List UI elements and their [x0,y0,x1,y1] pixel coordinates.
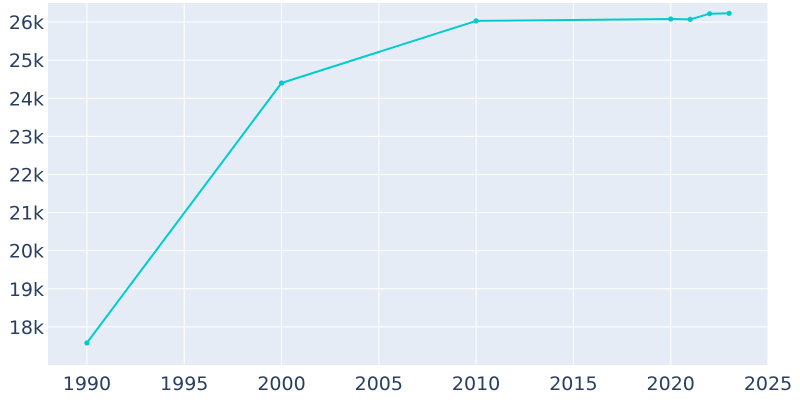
data-point [84,340,90,346]
x-axis: 1990 1995 2000 2005 2010 2015 2020 2025 [63,373,792,395]
y-tick-label: 21k [9,203,44,225]
y-tick-label: 18k [9,317,44,339]
y-axis: 18k 19k 20k 21k 22k 23k 24k 25k 26k [9,12,44,339]
y-tick-label: 22k [9,164,44,186]
data-point [726,10,732,16]
grid-lines [48,3,769,365]
x-tick-label: 2000 [257,373,305,395]
plot-background [48,3,768,365]
x-tick-label: 2010 [452,373,500,395]
y-tick-label: 24k [9,88,44,110]
y-tick-label: 25k [9,50,44,72]
series-layer [84,10,732,346]
data-point [278,80,285,86]
data-point [707,11,713,17]
data-point [473,18,479,24]
y-tick-label: 23k [9,126,44,148]
x-tick-label: 1995 [160,373,208,395]
x-tick-label: 2015 [549,373,597,395]
y-tick-label: 19k [9,279,44,301]
x-tick-label: 2020 [647,373,695,395]
y-tick-label: 26k [9,12,44,34]
x-tick-label: 1990 [63,373,111,395]
data-point [687,16,693,22]
x-tick-label: 2005 [355,373,403,395]
x-tick-label: 2025 [744,373,792,395]
y-tick-label: 20k [9,241,44,263]
data-point [668,16,674,22]
